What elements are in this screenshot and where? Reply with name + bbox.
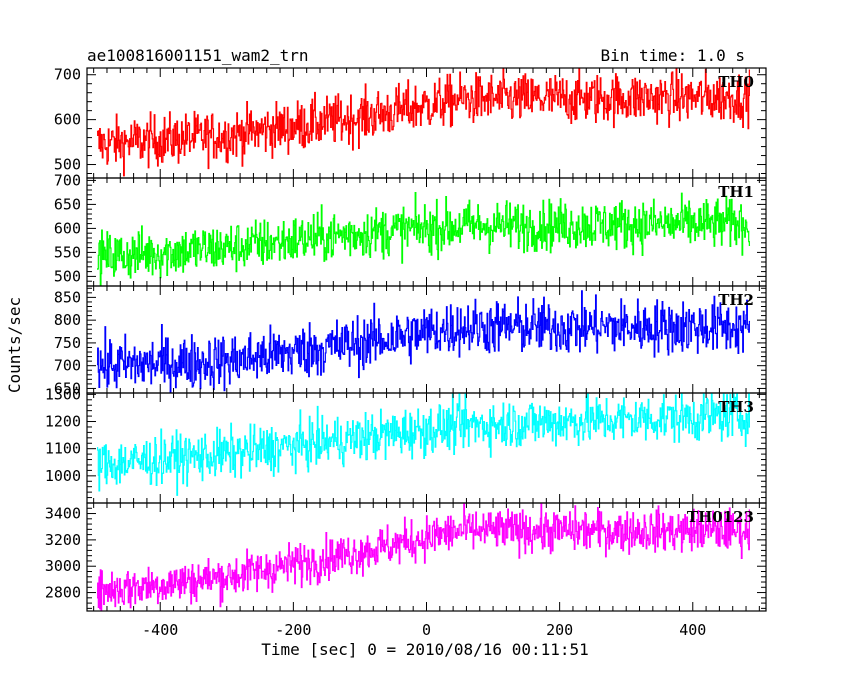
panels-group: 500 600 700 TH0 500 550 600 650 700 TH1 650 700 750 8… (45, 66, 767, 639)
series-line-th3 (96, 393, 751, 496)
y-tick-label: 850 (54, 288, 81, 306)
x-tick-label: 200 (546, 621, 573, 639)
x-tick-label: -400 (142, 621, 178, 639)
y-tick-label: 2800 (45, 584, 81, 602)
y-tick-label: 800 (54, 311, 81, 329)
panel-label-th3: TH3 (718, 398, 754, 416)
panel-label-th2: TH2 (718, 291, 754, 309)
x-tick-label: 400 (679, 621, 706, 639)
y-tick-label: 550 (54, 243, 81, 261)
y-tick-label: 1200 (45, 413, 81, 431)
y-tick-label: 650 (54, 379, 81, 397)
x-tick-label: 0 (422, 621, 431, 639)
y-tick-label: 3000 (45, 557, 81, 575)
y-tick-label: 3200 (45, 531, 81, 549)
chart-title: ae100816001151_wam2_trn (87, 46, 309, 65)
y-tick-label: 1300 (45, 385, 81, 403)
series-line-th2 (96, 290, 751, 393)
series-line-th0123 (96, 503, 751, 611)
y-tick-label: 3400 (45, 505, 81, 523)
y-tick-label: 650 (54, 195, 81, 213)
series-line-th1 (96, 191, 751, 286)
x-axis-label: Time [sec] 0 = 2010/08/16 00:11:51 (261, 640, 589, 659)
y-tick-label: 500 (54, 156, 81, 174)
y-tick-label: 600 (54, 219, 81, 237)
panel-label-th1: TH1 (718, 183, 754, 201)
y-tick-label: 500 (54, 267, 81, 285)
series-line-th0 (96, 68, 751, 177)
y-tick-label: 1000 (45, 467, 81, 485)
y-tick-label: 1100 (45, 440, 81, 458)
x-tick-label: -200 (275, 621, 311, 639)
y-tick-label: 750 (54, 334, 81, 352)
y-tick-label: 700 (54, 66, 81, 84)
y-tick-label: 700 (54, 171, 81, 189)
y-tick-label: 600 (54, 111, 81, 129)
y-axis-label: Counts/sec (5, 297, 24, 393)
panel-label-th0: TH0 (718, 73, 754, 91)
y-tick-label: 700 (54, 357, 81, 375)
bin-time-label: Bin time: 1.0 s (601, 46, 746, 65)
panel-label-th0123: TH0123 (687, 508, 754, 526)
